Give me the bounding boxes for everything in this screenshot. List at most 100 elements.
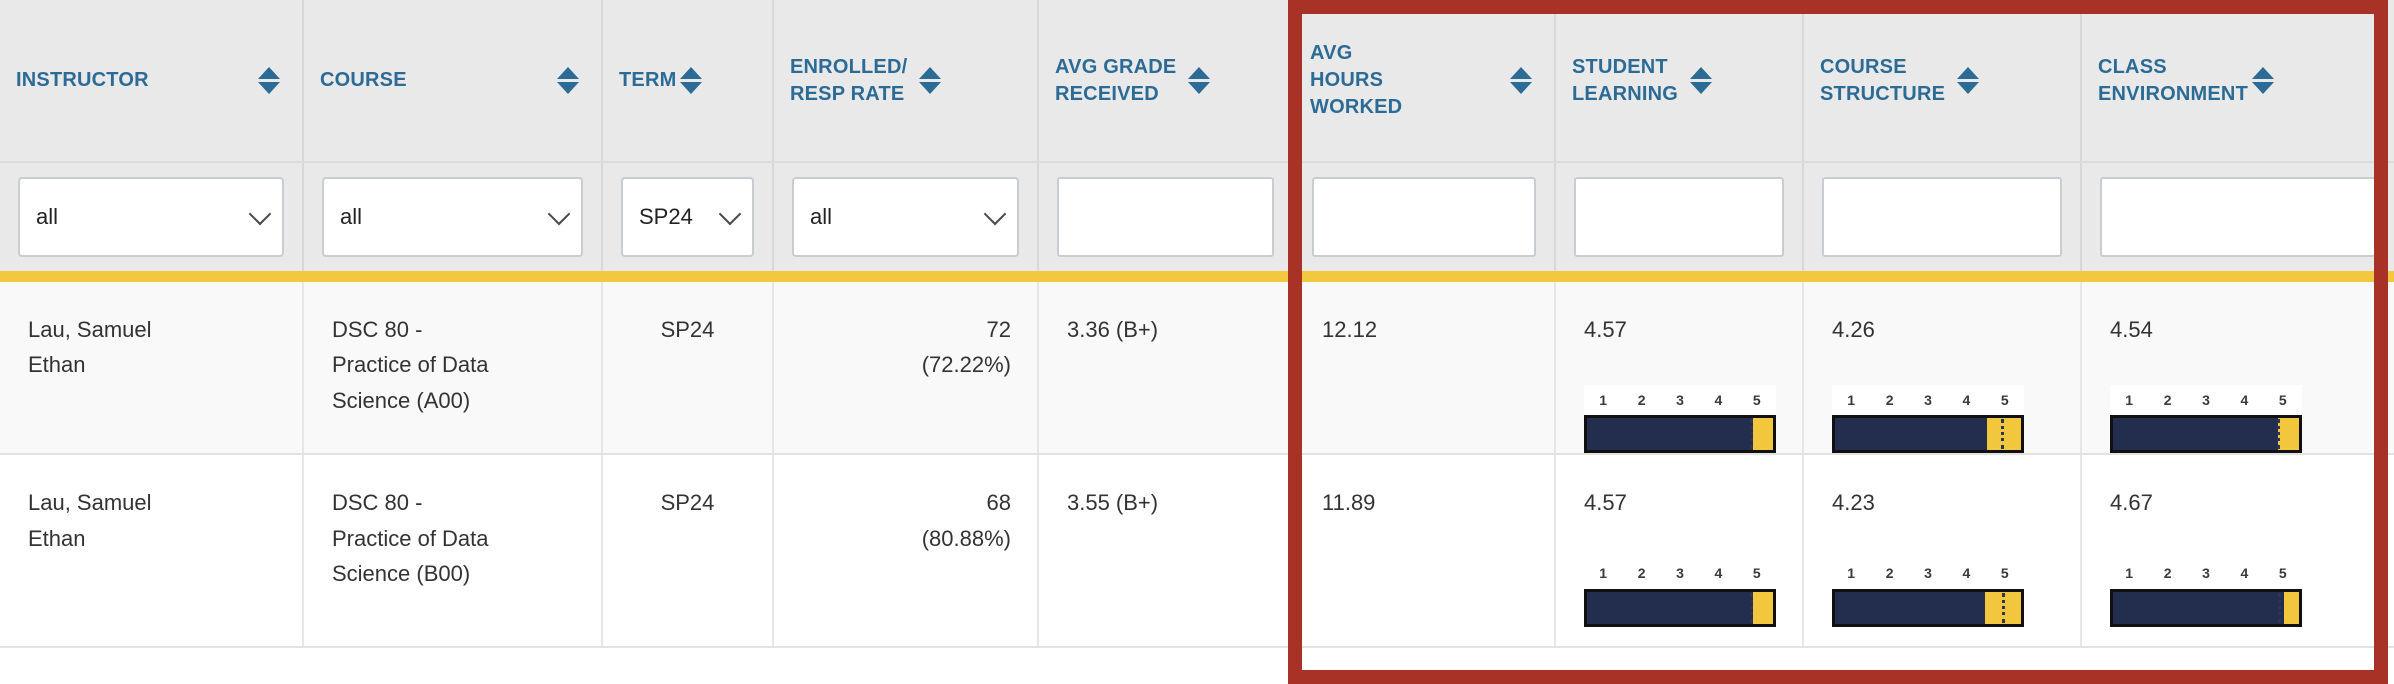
col-header-avg-hours-worked[interactable]: AVG HOURS WORKED	[1293, 0, 1556, 163]
course-evaluations-table: INSTRUCTOR COURSE TERM	[0, 0, 2394, 649]
sort-icon[interactable]	[919, 67, 942, 94]
filter-input-course-structure[interactable]	[1822, 176, 2062, 257]
sort-icon[interactable]	[557, 67, 579, 94]
filter-select-enrolled[interactable]: all	[792, 176, 1019, 257]
sort-icon[interactable]	[1510, 67, 1532, 94]
avg-hours-cell: 11.89	[1293, 454, 1556, 649]
chart-marker	[1749, 419, 1753, 450]
sort-icon[interactable]	[2251, 67, 2274, 94]
chart-fill	[1587, 418, 1754, 451]
column-label: AVG GRADE RECEIVED	[1055, 55, 1177, 105]
avg-grade-cell: 3.55 (B+)	[1038, 454, 1294, 649]
filter-input-student-learning[interactable]	[1574, 176, 1784, 257]
col-header-course[interactable]: COURSE	[303, 0, 603, 163]
chart-fill	[2113, 418, 2278, 451]
filter-cell-instructor: all	[0, 162, 304, 282]
chart-bar	[2110, 415, 2302, 454]
sort-icon[interactable]	[1690, 67, 1713, 94]
rating-value: 4.57	[1584, 316, 1627, 342]
chart-fill	[1587, 591, 1754, 624]
rating-value: 4.67	[2110, 490, 2153, 516]
chart-fill	[1835, 591, 1986, 624]
column-label: COURSE STRUCTURE	[1820, 55, 1946, 105]
filter-input-class-environment[interactable]	[2100, 176, 2376, 257]
column-label: ENROLLED/ RESP RATE	[790, 55, 908, 105]
col-header-enrolled-resp-rate[interactable]: ENROLLED/ RESP RATE	[773, 0, 1039, 163]
filter-cell-class-environment	[2081, 162, 2394, 282]
filter-cell-avg-hours	[1293, 162, 1556, 282]
rating-value: 4.26	[1832, 316, 1875, 342]
table-filter-row: all all SP24	[0, 162, 2394, 282]
filter-cell-course: all	[303, 162, 603, 282]
rating-value: 4.23	[1832, 490, 1875, 516]
chart-bar	[2110, 588, 2302, 627]
chart-marker	[1749, 592, 1753, 623]
col-header-class-environment[interactable]: CLASS ENVIRONMENT	[2081, 0, 2394, 163]
rating-value: 4.57	[1584, 490, 1627, 516]
chart-bar	[1832, 588, 2024, 627]
instructor-cell: Lau, Samuel Ethan	[0, 454, 304, 649]
instructor-cell: Lau, Samuel Ethan	[0, 276, 304, 456]
table-header-row: INSTRUCTOR COURSE TERM	[0, 0, 2394, 163]
column-label: INSTRUCTOR	[16, 69, 149, 91]
filter-select-instructor[interactable]: all	[18, 176, 284, 257]
chart-marker	[2002, 592, 2006, 623]
column-label: COURSE	[320, 69, 407, 91]
chart-fill	[2113, 591, 2284, 624]
filter-cell-enrolled: all	[773, 162, 1039, 282]
column-label: TERM	[619, 69, 677, 91]
avg-grade-cell: 3.36 (B+)	[1038, 276, 1294, 456]
course-cell: DSC 80 - Practice of Data Science (A00)	[303, 276, 603, 456]
filter-cell-avg-grade	[1038, 162, 1294, 282]
table-row: Lau, Samuel Ethan DSC 80 - Practice of D…	[0, 454, 2394, 649]
sort-icon[interactable]	[258, 67, 280, 94]
term-cell: SP24	[602, 454, 774, 649]
sort-icon[interactable]	[1957, 67, 1980, 94]
filter-select-course[interactable]: all	[322, 176, 583, 257]
filter-input-avg-grade[interactable]	[1057, 176, 1274, 257]
filter-cell-term: SP24	[602, 162, 774, 282]
column-label: STUDENT LEARNING	[1572, 55, 1679, 105]
enrolled-resp-rate-cell: 68 (80.88%)	[773, 454, 1039, 649]
col-header-instructor[interactable]: INSTRUCTOR	[0, 0, 304, 163]
chart-bar	[1584, 415, 1776, 454]
sort-icon[interactable]	[680, 67, 703, 94]
table-row: Lau, Samuel Ethan DSC 80 - Practice of D…	[0, 276, 2394, 456]
chart-bar	[1584, 588, 1776, 627]
column-label: CLASS ENVIRONMENT	[2098, 55, 2248, 105]
filter-input-avg-hours[interactable]	[1312, 176, 1536, 257]
term-cell: SP24	[602, 276, 774, 456]
col-header-course-structure[interactable]: COURSE STRUCTURE	[1803, 0, 2082, 163]
enrolled-resp-rate-cell: 72 (72.22%)	[773, 276, 1039, 456]
filter-cell-course-structure	[1803, 162, 2082, 282]
col-header-term[interactable]: TERM	[602, 0, 774, 163]
rating-value: 4.54	[2110, 316, 2153, 342]
column-label: AVG HOURS WORKED	[1310, 42, 1403, 118]
chart-marker	[2276, 419, 2280, 450]
col-header-student-learning[interactable]: STUDENT LEARNING	[1555, 0, 1804, 163]
col-header-avg-grade-received[interactable]: AVG GRADE RECEIVED	[1038, 0, 1294, 163]
chart-fill	[1835, 418, 1987, 451]
filter-select-term[interactable]: SP24	[621, 176, 754, 257]
avg-hours-cell: 12.12	[1293, 276, 1556, 456]
sort-icon[interactable]	[1188, 67, 1211, 94]
